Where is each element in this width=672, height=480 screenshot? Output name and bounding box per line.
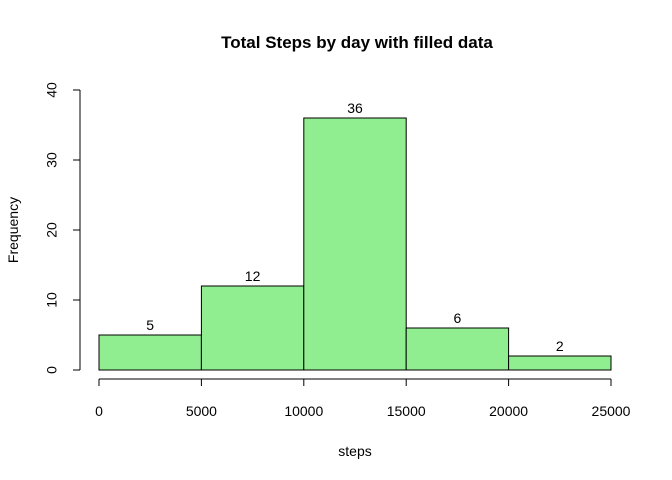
chart-title: Total Steps by day with filled data xyxy=(221,33,493,52)
bars-layer xyxy=(98,117,612,371)
histogram-bar xyxy=(405,327,510,371)
y-tick-label: 20 xyxy=(44,222,60,238)
y-tick-label: 30 xyxy=(44,152,60,168)
y-axis-label: Frequency xyxy=(5,197,21,263)
histogram-bar xyxy=(98,334,202,371)
histogram-bar xyxy=(508,355,612,371)
x-tick-label: 0 xyxy=(95,403,103,419)
histogram-bar xyxy=(303,117,407,371)
bar-data-label: 6 xyxy=(454,310,462,326)
x-tick-label: 5000 xyxy=(186,403,217,419)
histogram-bar xyxy=(200,285,305,371)
bar-data-label: 12 xyxy=(245,268,261,284)
bar-data-label: 2 xyxy=(556,338,564,354)
bar-data-label: 36 xyxy=(347,100,363,116)
x-axis-label: steps xyxy=(338,443,371,459)
y-tick-label: 40 xyxy=(44,82,60,98)
bar-labels-layer: 5 12 36 6 2 xyxy=(146,100,564,354)
bar-data-label: 5 xyxy=(146,317,154,333)
x-tick-label: 20000 xyxy=(489,403,528,419)
x-tick-label: 25000 xyxy=(592,403,631,419)
y-tick-label: 0 xyxy=(44,366,60,374)
x-axis: 0 5000 10000 15000 20000 25000 xyxy=(95,378,631,419)
y-tick-label: 10 xyxy=(44,292,60,308)
x-tick-label: 15000 xyxy=(387,403,426,419)
x-tick-label: 10000 xyxy=(284,403,323,419)
y-axis: 0 10 20 30 40 xyxy=(44,82,81,374)
